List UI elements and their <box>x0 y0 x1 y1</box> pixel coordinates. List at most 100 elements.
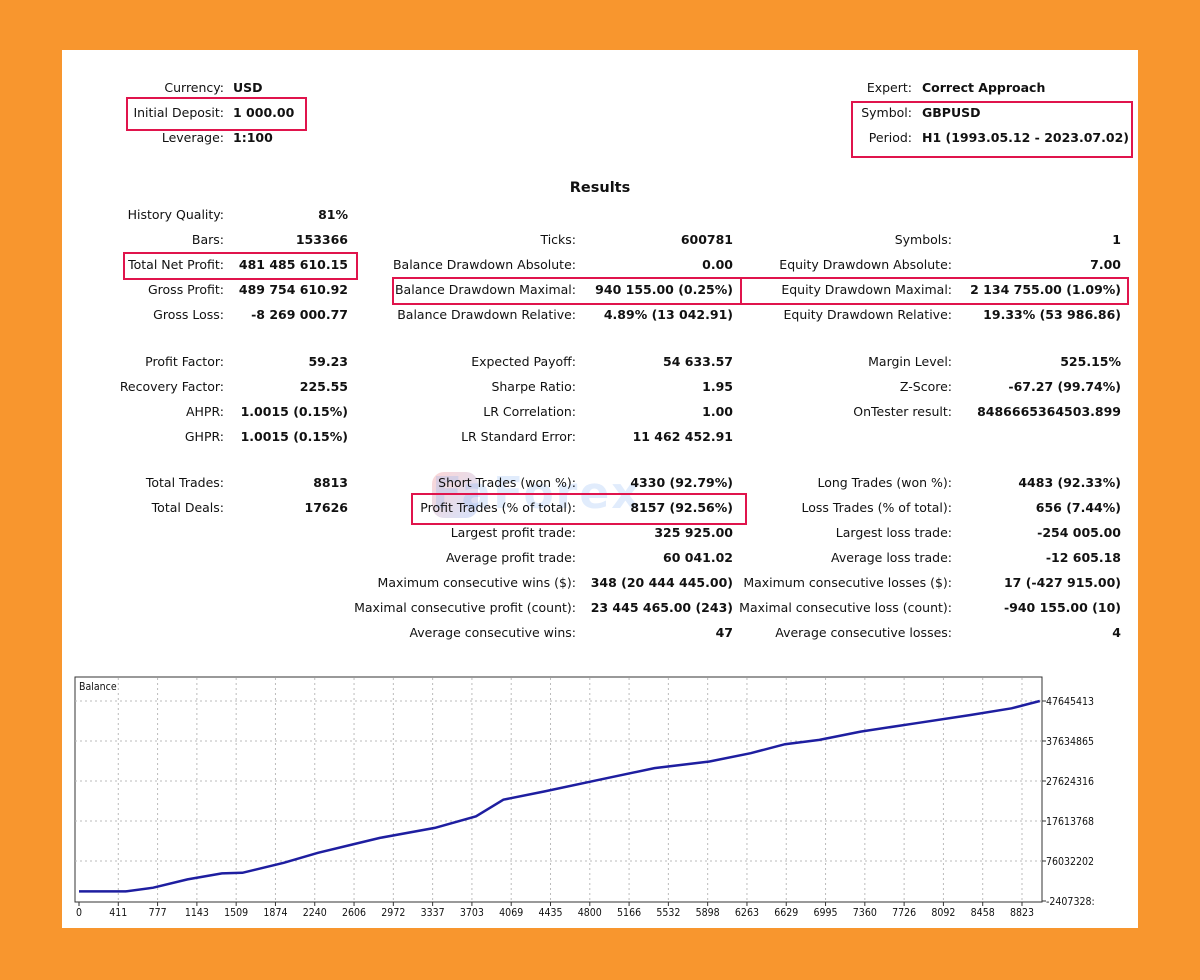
stat-value: -12 605.18 <box>1045 550 1121 565</box>
stat-value: 23 445 465.00 (243) <box>590 600 733 615</box>
y-tick-label: 37634865 <box>1046 736 1094 748</box>
stat-value: 1 <box>1112 232 1121 247</box>
x-tick-label: 3703 <box>460 907 484 919</box>
x-tick-label: 7726 <box>892 907 916 919</box>
header-value: GBPUSD <box>922 105 981 120</box>
stat-label: Maximal consecutive loss (count): <box>739 600 952 615</box>
stat-label: Maximum consecutive wins ($): <box>377 575 576 590</box>
x-tick-label: 4435 <box>538 907 562 919</box>
stat-label: Average consecutive wins: <box>409 625 576 640</box>
stat-value: 489 754 610.92 <box>238 282 348 297</box>
stat-value: 8157 (92.56%) <box>630 500 733 515</box>
highlight-equity-dd <box>740 277 1129 305</box>
stat-label: Sharpe Ratio: <box>491 379 576 394</box>
watermark-logo <box>432 472 478 518</box>
chart-title: Balance <box>79 681 117 693</box>
stat-value: 348 (20 444 445.00) <box>590 575 733 590</box>
header-label: Initial Deposit: <box>133 105 224 120</box>
stat-label: Equity Drawdown Maximal: <box>781 282 952 297</box>
stat-label: Total Deals: <box>151 500 224 515</box>
stat-label: OnTester result: <box>853 404 952 419</box>
x-tick-label: 2240 <box>303 907 327 919</box>
header-label: Leverage: <box>161 130 224 145</box>
stat-label: Balance Drawdown Absolute: <box>392 257 576 272</box>
header-value: H1 (1993.05.12 - 2023.07.02) <box>922 130 1129 145</box>
x-tick-label: 3337 <box>421 907 445 919</box>
stat-value: 54 633.57 <box>663 354 733 369</box>
stat-value: 8813 <box>313 475 348 490</box>
stat-value: 19.33% (53 986.86) <box>983 307 1121 322</box>
stat-value: 600781 <box>680 232 733 247</box>
x-tick-label: 5166 <box>617 907 641 919</box>
x-tick-label: 4800 <box>578 907 602 919</box>
y-tick-label: 27624316 <box>1046 776 1094 788</box>
stat-value: 1.95 <box>702 379 733 394</box>
stat-value: 7.00 <box>1090 257 1121 272</box>
stat-label: Balance Drawdown Relative: <box>397 307 576 322</box>
stat-value: 47 <box>715 625 733 640</box>
highlight-initial-deposit <box>126 97 307 131</box>
stat-label: Z-Score: <box>899 379 952 394</box>
stat-label: Profit Trades (% of total): <box>420 500 576 515</box>
x-tick-label: 4069 <box>499 907 523 919</box>
header-label: Symbol: <box>861 105 912 120</box>
x-tick-label: 1143 <box>185 907 209 919</box>
stat-label: GHPR: <box>184 429 224 444</box>
stat-value: 11 462 452.91 <box>632 429 733 444</box>
stat-value: 481 485 610.15 <box>238 257 348 272</box>
stat-label: Average loss trade: <box>831 550 952 565</box>
stat-label: Total Net Profit: <box>128 257 224 272</box>
stat-value: 4.89% (13 042.91) <box>603 307 733 322</box>
stat-label: Largest loss trade: <box>835 525 952 540</box>
header-value: USD <box>233 80 263 95</box>
stat-label: Gross Loss: <box>153 307 224 322</box>
highlight-symbol-period <box>851 101 1133 158</box>
header-label: Expert: <box>866 80 912 95</box>
stat-label: Short Trades (won %): <box>438 475 576 490</box>
stat-value: 8486665364503.899 <box>977 404 1121 419</box>
highlight-net-profit <box>123 252 358 280</box>
stat-value: 59.23 <box>308 354 348 369</box>
x-tick-label: 8092 <box>931 907 955 919</box>
stat-value: -254 005.00 <box>1037 525 1121 540</box>
stat-value: 1.00 <box>702 404 733 419</box>
stat-value: 81% <box>318 207 348 222</box>
stat-value: -67.27 (99.74%) <box>1008 379 1121 394</box>
stat-value: 4 <box>1112 625 1121 640</box>
stat-value: 1.0015 (0.15%) <box>240 404 348 419</box>
stat-label: Ticks: <box>540 232 576 247</box>
x-tick-label: 411 <box>109 907 127 919</box>
stat-label: AHPR: <box>185 404 224 419</box>
header-label: Period: <box>868 130 912 145</box>
stat-label: History Quality: <box>127 207 224 222</box>
x-tick-label: 1874 <box>263 907 287 919</box>
stat-label: Maximal consecutive profit (count): <box>354 600 576 615</box>
header-value: 1 000.00 <box>233 105 295 120</box>
x-tick-label: 0 <box>76 907 82 919</box>
stat-label: Total Trades: <box>145 475 224 490</box>
stat-label: Equity Drawdown Relative: <box>783 307 952 322</box>
x-tick-label: 8458 <box>971 907 995 919</box>
stat-value: 4330 (92.79%) <box>630 475 733 490</box>
stat-value: 940 155.00 (0.25%) <box>595 282 733 297</box>
x-tick-label: 6629 <box>774 907 798 919</box>
stat-label: Largest profit trade: <box>450 525 576 540</box>
header-value: 1:100 <box>233 130 273 145</box>
x-tick-label: 777 <box>149 907 167 919</box>
x-tick-label: 6995 <box>814 907 838 919</box>
highlight-profit-trades <box>411 493 747 525</box>
stat-value: 525.15% <box>1060 354 1121 369</box>
stat-label: Bars: <box>191 232 224 247</box>
y-tick-label: -2407328: <box>1046 896 1095 908</box>
stat-label: Balance Drawdown Maximal: <box>394 282 576 297</box>
y-tick-label: 76032202 <box>1046 856 1094 868</box>
stat-value: 2 134 755.00 (1.09%) <box>970 282 1121 297</box>
stat-value: 60 041.02 <box>663 550 733 565</box>
stat-value: -8 269 000.77 <box>251 307 348 322</box>
stat-label: Equity Drawdown Absolute: <box>779 257 952 272</box>
stat-label: Gross Profit: <box>147 282 224 297</box>
balance-line <box>79 699 1041 893</box>
stat-value: 225.55 <box>299 379 348 394</box>
x-tick-label: 1509 <box>224 907 248 919</box>
stat-value: 325 925.00 <box>654 525 733 540</box>
